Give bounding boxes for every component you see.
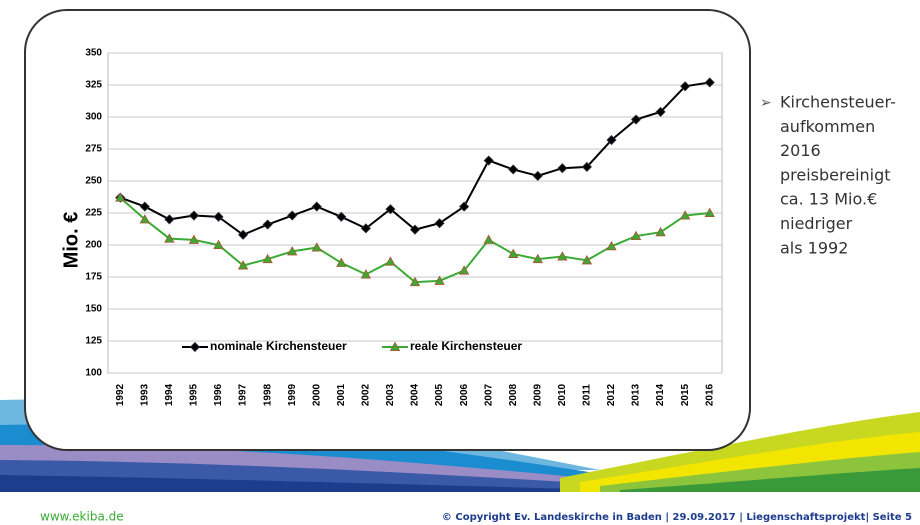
x-tick-label: 2003 bbox=[385, 383, 396, 406]
x-tick-label: 1995 bbox=[189, 383, 200, 406]
legend-label: reale Kirchensteuer bbox=[410, 339, 522, 353]
bullet: ➢ bbox=[760, 95, 772, 111]
x-tick-label: 1994 bbox=[164, 383, 175, 406]
bullet-marker: ➢ bbox=[760, 95, 772, 111]
x-tick-label: 2015 bbox=[680, 383, 691, 406]
bullet-text: niedriger bbox=[780, 214, 853, 233]
y-tick-label: 125 bbox=[85, 336, 102, 347]
y-tick-label: 100 bbox=[85, 368, 102, 379]
x-tick-label: 2008 bbox=[508, 383, 519, 406]
footer-right: © Copyright Ev. Landeskirche in Baden | … bbox=[442, 512, 912, 523]
y-tick-label: 225 bbox=[85, 208, 102, 219]
x-tick-label: 2002 bbox=[361, 383, 372, 406]
x-tick-label: 1998 bbox=[262, 383, 273, 406]
y-tick-label: 250 bbox=[85, 176, 102, 187]
bullet-text: 2016 bbox=[780, 141, 821, 160]
bullet-text: als 1992 bbox=[780, 238, 848, 257]
legend-label: nominale Kirchensteuer bbox=[210, 339, 347, 353]
x-tick-label: 1997 bbox=[238, 383, 249, 406]
slide: Mio. € ➢ www.ekiba.de © Copyright Ev. La… bbox=[0, 0, 920, 525]
x-tick-label: 2006 bbox=[459, 383, 470, 406]
x-tick-label: 1992 bbox=[115, 383, 126, 406]
bullet-text: preisbereinigt bbox=[780, 165, 891, 184]
x-tick-label: 2012 bbox=[606, 383, 617, 406]
x-tick-label: 2016 bbox=[704, 383, 715, 406]
x-tick-label: 1999 bbox=[287, 383, 298, 406]
x-tick-label: 1993 bbox=[139, 383, 150, 406]
y-tick-label: 300 bbox=[85, 112, 102, 123]
bullet-text: ca. 13 Mio.€ bbox=[780, 190, 877, 209]
y-axis-label: Mio. € bbox=[60, 212, 82, 269]
x-tick-label: 2013 bbox=[631, 383, 642, 406]
x-tick-label: 2011 bbox=[582, 384, 593, 406]
y-tick-label: 350 bbox=[85, 48, 102, 59]
x-tick-label: 2010 bbox=[557, 383, 568, 406]
y-tick-label: 275 bbox=[85, 144, 102, 155]
bullet-text: aufkommen bbox=[780, 117, 875, 136]
x-tick-label: 2001 bbox=[336, 383, 347, 406]
x-tick-label: 2014 bbox=[655, 383, 666, 406]
x-tick-label: 2005 bbox=[434, 383, 445, 406]
x-tick-label: 2009 bbox=[532, 383, 543, 406]
y-tick-label: 175 bbox=[85, 272, 102, 283]
x-tick-label: 1996 bbox=[213, 383, 224, 406]
x-tick-label: 2007 bbox=[483, 383, 494, 406]
x-tick-label: 2004 bbox=[410, 383, 421, 406]
x-tick-label: 2000 bbox=[311, 383, 322, 406]
bullet-text: Kirchensteuer- bbox=[780, 93, 896, 112]
footer-left: www.ekiba.de bbox=[40, 510, 124, 524]
y-tick-label: 150 bbox=[85, 304, 102, 315]
y-tick-label: 325 bbox=[85, 80, 102, 91]
y-tick-label: 200 bbox=[85, 240, 102, 251]
